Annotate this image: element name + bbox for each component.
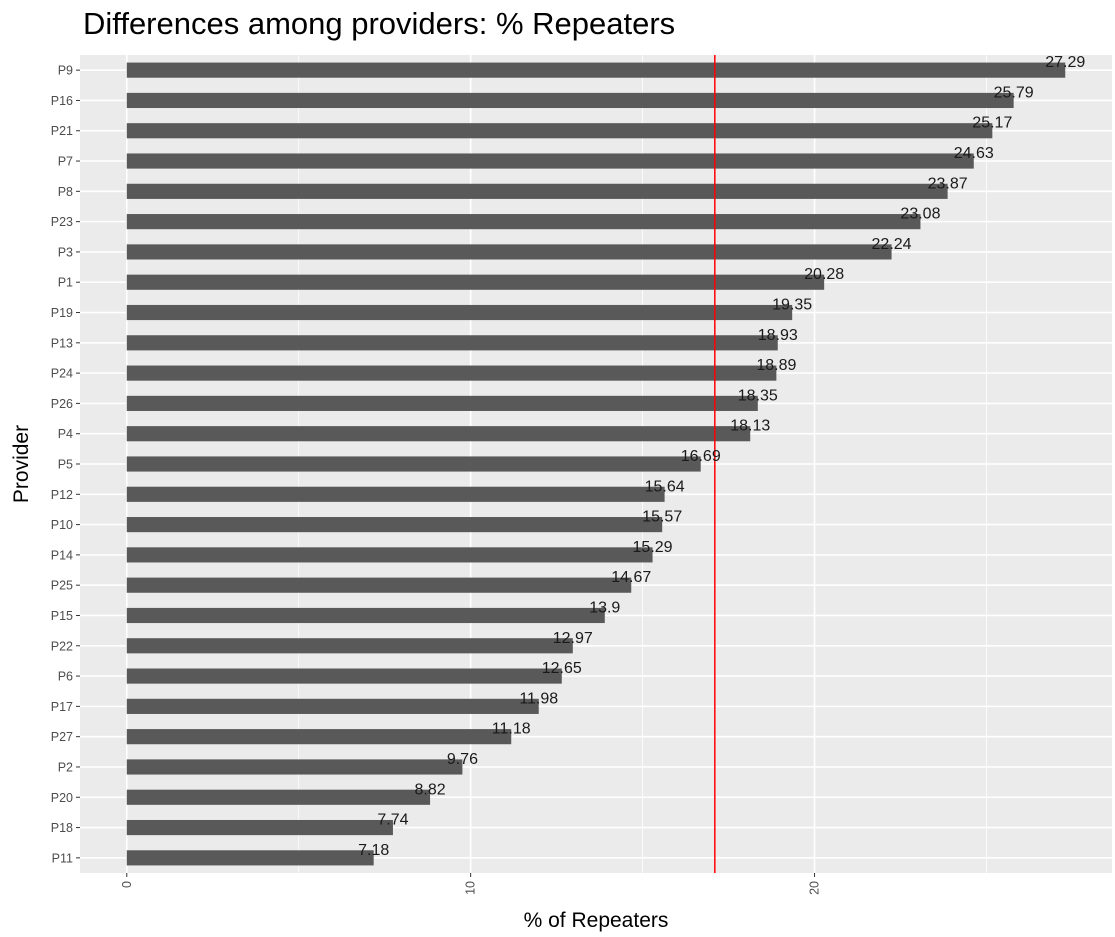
bar-P2	[126, 759, 463, 775]
y-tick-label: P18	[51, 821, 73, 835]
data-label-P21: 25.17	[972, 115, 1012, 132]
data-label-P26: 18.35	[738, 387, 778, 404]
data-label-P11: 7.18	[358, 842, 389, 859]
y-tick-label: P21	[51, 124, 73, 138]
bar-P22	[126, 638, 573, 654]
bar-P15	[126, 607, 605, 624]
y-tick-label: P6	[58, 670, 73, 684]
bar-P1	[126, 274, 825, 290]
bar-P20	[126, 789, 431, 805]
y-tick-label: P2	[58, 760, 73, 774]
y-tick-label: P12	[51, 488, 73, 502]
y-tick-label: P24	[51, 367, 73, 381]
x-axis-title: % of Repeaters	[524, 909, 669, 932]
bar-P27	[126, 729, 512, 745]
x-axis: 0 10 20	[120, 873, 822, 895]
data-label-P15: 13.9	[589, 599, 620, 616]
y-tick-label: P17	[51, 700, 73, 714]
bar-P21	[126, 123, 993, 139]
data-label-P10: 15.57	[642, 509, 682, 526]
data-label-layer: 27.29 25.79 25.17 24.63 23.87 23.08 22.24 20.28…	[358, 54, 1085, 859]
data-label-P25: 14.67	[611, 569, 651, 586]
bar-P9	[126, 62, 1066, 78]
y-tick-label: P5	[58, 458, 73, 472]
bar-P25	[126, 577, 632, 593]
data-label-P13: 18.93	[758, 327, 798, 344]
data-label-P2: 9.76	[447, 751, 478, 768]
y-axis: P9 P16 P21 P7 P8 P23 P3 P1 P19 P13 P24 P26 P4 P5 P12 P1…	[51, 64, 80, 865]
y-tick-label: P11	[52, 851, 73, 865]
x-tick-label: 10	[464, 881, 478, 895]
y-tick-label: P19	[51, 306, 73, 320]
chart-title: Differences among providers: % Repeaters	[83, 6, 676, 41]
bar-P26	[126, 395, 758, 411]
bar-P17	[126, 698, 539, 714]
bar-P14	[126, 547, 653, 563]
bar-P24	[126, 365, 777, 381]
data-label-P18: 7.74	[377, 812, 408, 829]
bar-P19	[126, 304, 793, 321]
y-tick-label: P1	[58, 276, 73, 290]
y-tick-label: P3	[58, 245, 73, 259]
data-label-P4: 18.13	[730, 418, 770, 435]
data-label-P23: 23.08	[900, 206, 940, 223]
y-tick-label: P9	[58, 64, 73, 78]
data-label-P6: 12.65	[542, 660, 582, 677]
data-label-P14: 15.29	[633, 539, 673, 556]
bar-layer	[126, 62, 1066, 866]
y-tick-label: P27	[51, 730, 73, 744]
data-label-P20: 8.82	[415, 781, 446, 798]
bar-P5	[126, 456, 701, 472]
bar-P23	[126, 214, 921, 230]
y-tick-label: P13	[51, 336, 73, 350]
bar-P3	[126, 244, 892, 260]
y-tick-label: P16	[51, 94, 73, 108]
bar-P8	[126, 183, 948, 199]
bar-P12	[126, 486, 665, 502]
bar-P16	[126, 92, 1014, 109]
bar-P13	[126, 335, 778, 351]
y-tick-label: P22	[51, 639, 73, 653]
x-tick-label: 20	[808, 881, 822, 895]
data-label-P27: 11.18	[492, 721, 531, 738]
data-label-P8: 23.87	[928, 175, 968, 192]
bar-P10	[126, 517, 663, 533]
bar-P4	[126, 426, 751, 442]
bar-P11	[126, 850, 374, 866]
y-tick-label: P15	[51, 609, 73, 623]
data-label-P7: 24.63	[954, 145, 994, 162]
data-label-P16: 25.79	[994, 84, 1034, 101]
y-tick-label: P4	[58, 427, 73, 441]
data-label-P12: 15.64	[645, 478, 685, 495]
y-tick-label: P25	[51, 579, 73, 593]
data-label-P1: 20.28	[804, 266, 844, 283]
bar-P6	[126, 668, 562, 684]
y-tick-label: P7	[58, 155, 73, 169]
data-label-P24: 18.89	[756, 357, 796, 374]
y-tick-label: P10	[51, 518, 73, 532]
data-label-P19: 19.35	[772, 297, 812, 314]
bar-P18	[126, 819, 393, 836]
y-tick-label: P23	[51, 215, 73, 229]
data-label-P3: 22.24	[872, 236, 912, 253]
y-axis-title: Provider	[10, 425, 33, 503]
y-tick-label: P14	[51, 548, 73, 562]
bar-P7	[126, 153, 974, 169]
x-tick-label: 0	[120, 881, 134, 888]
y-tick-label: P20	[51, 791, 73, 805]
data-label-P9: 27.29	[1045, 54, 1085, 71]
y-tick-label: P26	[51, 397, 73, 411]
data-label-P22: 12.97	[553, 630, 593, 647]
data-label-P17: 11.98	[519, 690, 558, 707]
data-label-P5: 16.69	[681, 448, 721, 465]
y-tick-label: P8	[58, 185, 73, 199]
